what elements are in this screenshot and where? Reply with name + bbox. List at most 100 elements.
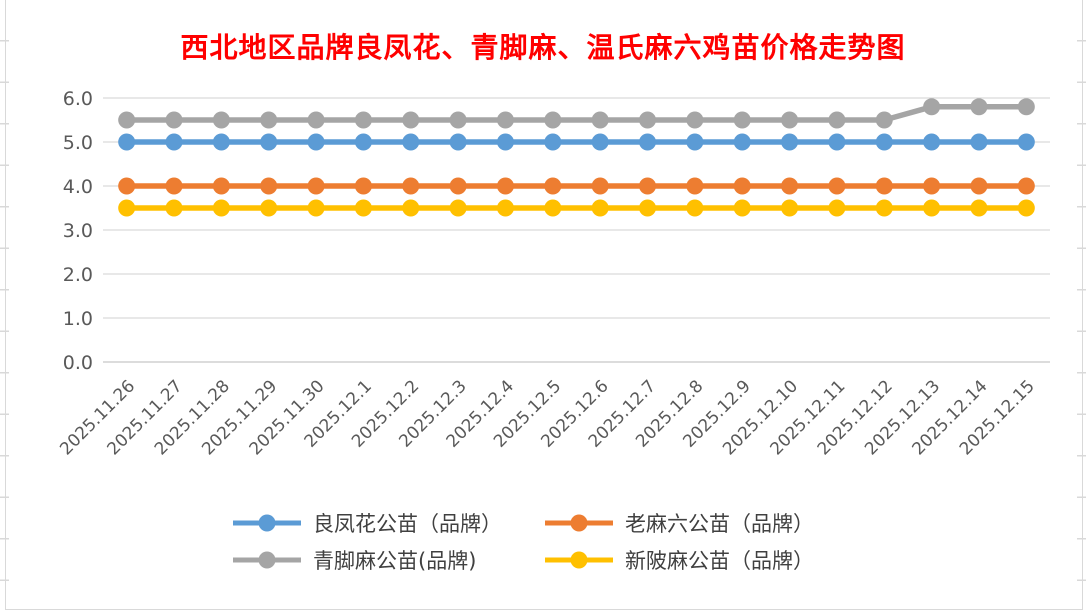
data-point-marker xyxy=(354,199,372,217)
data-point-marker xyxy=(686,111,704,129)
data-point-marker xyxy=(1017,199,1035,217)
data-point-marker xyxy=(212,111,230,129)
data-point-marker xyxy=(496,199,514,217)
y-axis-tick-label: 6.0 xyxy=(63,88,93,110)
legend-item-label: 老麻六公苗（品牌） xyxy=(625,512,814,536)
data-point-marker xyxy=(402,199,420,217)
data-point-marker xyxy=(639,133,657,151)
data-point-marker xyxy=(875,177,893,195)
data-point-marker xyxy=(354,111,372,129)
data-point-marker xyxy=(307,111,325,129)
data-point-marker xyxy=(402,177,420,195)
data-point-marker xyxy=(970,133,988,151)
data-point-marker xyxy=(781,177,799,195)
data-point-marker xyxy=(970,199,988,217)
data-point-marker xyxy=(496,177,514,195)
data-point-marker xyxy=(1017,98,1035,116)
data-point-marker xyxy=(923,98,941,116)
data-point-marker xyxy=(733,133,751,151)
data-point-marker xyxy=(496,111,514,129)
legend-marker-icon xyxy=(545,514,613,532)
legend-item: 青脚麻公苗(品牌) xyxy=(231,545,543,575)
data-point-marker xyxy=(781,133,799,151)
data-point-marker xyxy=(402,133,420,151)
data-point-marker xyxy=(449,199,467,217)
legend-item-label: 新陂麻公苗（品牌） xyxy=(625,549,814,573)
data-point-marker xyxy=(733,199,751,217)
legend-item: 良凤花公苗（品牌） xyxy=(231,508,543,538)
data-point-marker xyxy=(212,133,230,151)
data-point-marker xyxy=(118,111,136,129)
data-point-marker xyxy=(165,199,183,217)
data-point-marker xyxy=(1017,133,1035,151)
data-point-marker xyxy=(307,177,325,195)
data-point-marker xyxy=(449,133,467,151)
data-point-marker xyxy=(686,199,704,217)
data-point-marker xyxy=(875,199,893,217)
y-axis-tick-label: 0.0 xyxy=(63,352,93,374)
data-point-marker xyxy=(781,111,799,129)
legend-marker-icon xyxy=(545,551,613,569)
legend: 良凤花公苗（品牌） 老麻六公苗（品牌） 青脚麻公苗(品牌) 新陂麻公苗（品牌） xyxy=(0,508,1086,575)
legend-item-label: 青脚麻公苗(品牌) xyxy=(313,549,477,573)
data-point-marker xyxy=(544,111,562,129)
data-point-marker xyxy=(639,111,657,129)
data-point-marker xyxy=(260,133,278,151)
data-point-marker xyxy=(875,133,893,151)
data-point-marker xyxy=(212,177,230,195)
data-point-marker xyxy=(591,199,609,217)
data-point-marker xyxy=(828,199,846,217)
data-point-marker xyxy=(118,199,136,217)
y-axis-tick-label: 3.0 xyxy=(63,220,93,242)
data-point-marker xyxy=(923,199,941,217)
data-point-marker xyxy=(733,111,751,129)
data-point-marker xyxy=(402,111,420,129)
data-point-marker xyxy=(544,133,562,151)
chart-title: 西北地区品牌良凤花、青脚麻、温氏麻六鸡苗价格走势图 xyxy=(180,31,906,64)
data-point-marker xyxy=(828,111,846,129)
data-point-marker xyxy=(1017,177,1035,195)
legend-marker-icon xyxy=(233,551,301,569)
data-point-marker xyxy=(923,133,941,151)
data-point-marker xyxy=(260,199,278,217)
data-point-marker xyxy=(260,111,278,129)
data-point-marker xyxy=(923,177,941,195)
legend-row: 青脚麻公苗(品牌) 新陂麻公苗（品牌） xyxy=(231,545,855,575)
data-point-marker xyxy=(354,133,372,151)
data-point-marker xyxy=(307,133,325,151)
data-point-marker xyxy=(449,111,467,129)
worksheet-row-ticks-right xyxy=(1077,0,1086,616)
data-point-marker xyxy=(496,133,514,151)
data-point-marker xyxy=(544,177,562,195)
legend-item: 老麻六公苗（品牌） xyxy=(543,508,855,538)
data-point-marker xyxy=(733,177,751,195)
worksheet-row-ticks-left xyxy=(0,0,9,616)
data-point-marker xyxy=(875,111,893,129)
y-axis-tick-label: 4.0 xyxy=(63,176,93,198)
data-point-marker xyxy=(970,177,988,195)
data-point-marker xyxy=(165,177,183,195)
legend-item: 新陂麻公苗（品牌） xyxy=(543,545,855,575)
y-axis-tick-label: 1.0 xyxy=(63,308,93,330)
data-point-marker xyxy=(165,133,183,151)
data-point-marker xyxy=(686,177,704,195)
legend-marker-icon xyxy=(233,514,301,532)
data-point-marker xyxy=(212,199,230,217)
data-point-marker xyxy=(828,133,846,151)
data-point-marker xyxy=(591,133,609,151)
data-point-marker xyxy=(354,177,372,195)
data-point-marker xyxy=(686,133,704,151)
y-axis-tick-label: 2.0 xyxy=(63,264,93,286)
data-point-marker xyxy=(544,199,562,217)
data-point-marker xyxy=(307,199,325,217)
data-point-marker xyxy=(591,177,609,195)
data-point-marker xyxy=(449,177,467,195)
data-point-marker xyxy=(828,177,846,195)
data-point-marker xyxy=(639,177,657,195)
legend-row: 良凤花公苗（品牌） 老麻六公苗（品牌） xyxy=(231,508,855,538)
y-axis-tick-label: 5.0 xyxy=(63,132,93,154)
data-point-marker xyxy=(639,199,657,217)
data-point-marker xyxy=(781,199,799,217)
data-point-marker xyxy=(970,98,988,116)
